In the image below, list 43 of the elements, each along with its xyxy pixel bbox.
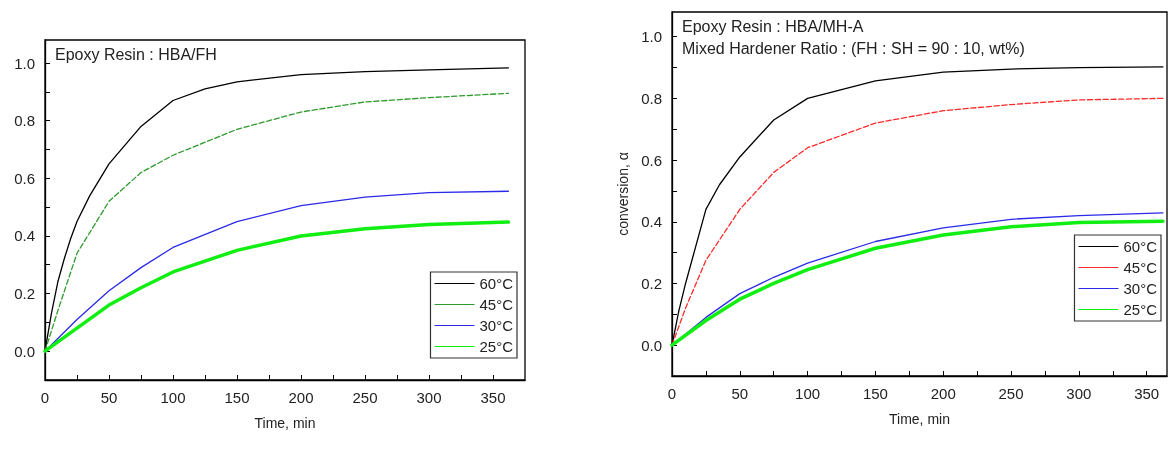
y-tick-label: 0.8 [14, 112, 35, 130]
x-tick-label: 250 [998, 385, 1024, 402]
x-tick-label: 300 [416, 389, 442, 406]
x-tick-label: 50 [100, 389, 118, 406]
annotation: Mixed Hardener Ratio : (FH : SH = 90 : 10, wt%) [682, 39, 1025, 57]
x-tick-label: 50 [731, 385, 749, 402]
legend-label: 25°C [479, 338, 514, 355]
x-tick-label: 100 [160, 389, 186, 406]
x-tick-label: 200 [930, 385, 956, 402]
x-tick-label: 0 [667, 385, 677, 402]
x-tick-label: 350 [1134, 385, 1160, 402]
y-tick-label: 0.4 [641, 213, 662, 231]
y-tick-label: 0.6 [641, 151, 662, 169]
y-axis-title: conversion, α [615, 152, 631, 236]
line-series [43, 220, 511, 353]
y-tick-label: 0.0 [641, 336, 662, 354]
legend-label: 45°C [479, 296, 514, 313]
legend-label: 60°C [1123, 238, 1158, 255]
y-tick-label: 0.4 [14, 227, 35, 245]
annotation: Epoxy Resin : HBA/MH-A [682, 17, 864, 35]
legend-label: 45°C [1123, 259, 1158, 276]
y-tick-label: 0.2 [641, 274, 662, 292]
x-tick-label: 150 [862, 385, 888, 402]
y-tick-label: 1.0 [14, 54, 35, 72]
x-tick-label: 150 [224, 389, 250, 406]
legend-label: 30°C [1123, 280, 1158, 297]
x-tick-label: 300 [1066, 385, 1092, 402]
x-axis-title: Time, min [254, 415, 316, 431]
x-tick-label: 250 [352, 389, 378, 406]
x-tick-label: 350 [480, 389, 506, 406]
y-tick-label: 0.8 [641, 89, 662, 107]
x-tick-label: 0 [40, 389, 50, 406]
x-tick-label: 200 [288, 389, 314, 406]
legend-label: 25°C [1123, 301, 1158, 318]
legend-label: 30°C [479, 317, 514, 334]
legend-label: 60°C [479, 275, 514, 292]
x-tick-label: 100 [795, 385, 821, 402]
annotation: Epoxy Resin : HBA/FH [55, 45, 217, 63]
y-tick-label: 0.0 [14, 342, 35, 360]
x-axis-title: Time, min [889, 411, 950, 427]
y-tick-label: 0.2 [14, 285, 35, 303]
y-tick-label: 0.6 [14, 169, 35, 187]
y-tick-label: 1.0 [641, 28, 662, 46]
